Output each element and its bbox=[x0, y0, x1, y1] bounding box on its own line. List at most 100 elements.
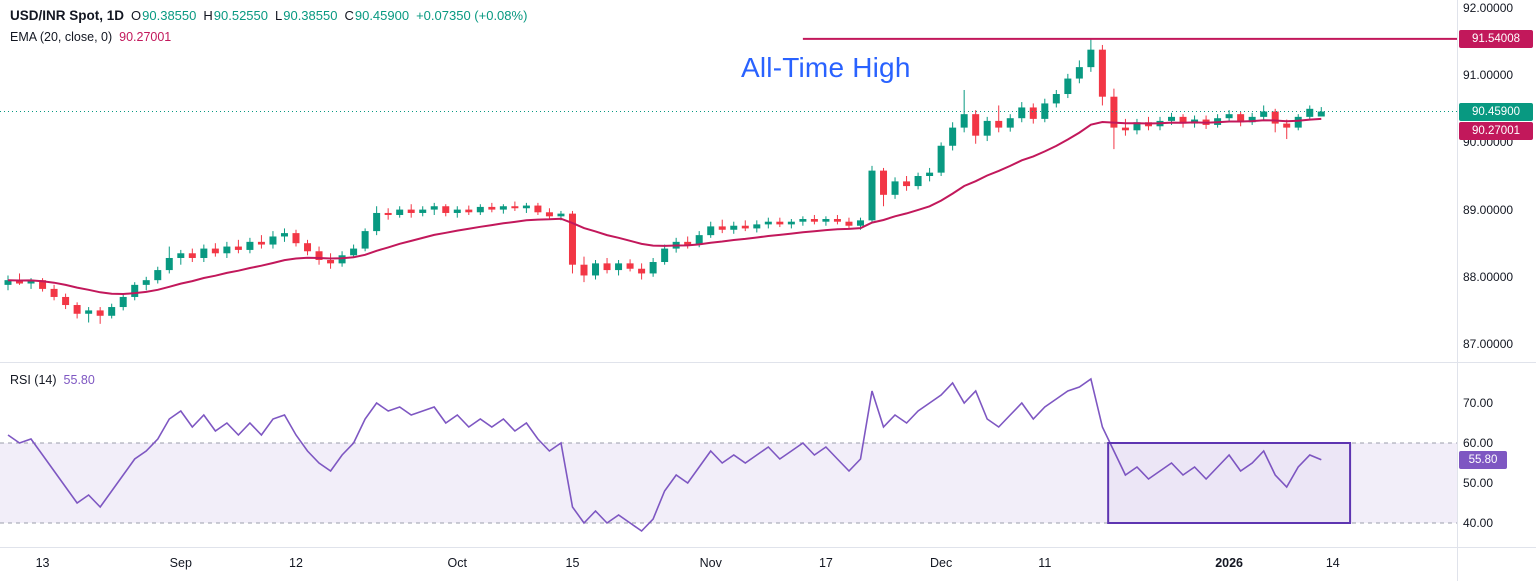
candle-body bbox=[246, 241, 254, 250]
time-tick-label: Nov bbox=[699, 556, 722, 570]
candle-body bbox=[257, 241, 265, 245]
candle-body bbox=[649, 262, 657, 274]
candle-body bbox=[269, 236, 277, 245]
candle-body bbox=[1006, 118, 1014, 128]
axis-tick-label: 88.00000 bbox=[1463, 269, 1514, 284]
candle-body bbox=[188, 253, 196, 258]
close-value: C 90.45900 bbox=[344, 8, 410, 23]
candle-body bbox=[753, 224, 761, 229]
candle-body bbox=[1110, 96, 1118, 128]
time-tick-label: Dec bbox=[929, 556, 953, 570]
candle-body bbox=[73, 305, 81, 314]
high-value: H 90.52550 bbox=[203, 8, 268, 23]
candle-body bbox=[615, 263, 623, 271]
candle-body bbox=[27, 280, 35, 284]
candle-body bbox=[776, 221, 784, 225]
candle-body bbox=[1306, 108, 1314, 117]
ema-legend-row: EMA (20, close, 0) 90.27001 bbox=[10, 30, 527, 44]
candle-body bbox=[914, 176, 922, 187]
all-time-high-annotation[interactable]: All-Time High bbox=[741, 52, 911, 83]
candle-body bbox=[4, 280, 12, 285]
candle-body bbox=[373, 212, 381, 232]
candle-body bbox=[1133, 122, 1141, 131]
candle-body bbox=[476, 206, 484, 213]
candle-body bbox=[1248, 116, 1256, 123]
axis-tick-label: 70.00 bbox=[1463, 396, 1494, 410]
candle-body bbox=[972, 114, 980, 136]
low-value: L 90.38550 bbox=[275, 8, 338, 23]
ema-line bbox=[7, 117, 1322, 296]
candle-body bbox=[292, 233, 300, 244]
candle-body bbox=[684, 241, 692, 245]
open-value: O 90.38550 bbox=[131, 8, 197, 23]
candle-body bbox=[833, 219, 841, 222]
candle-body bbox=[108, 307, 116, 316]
axis-tick-label: 60.00 bbox=[1463, 436, 1494, 450]
candle-body bbox=[810, 219, 818, 222]
candle-body bbox=[1317, 111, 1325, 117]
candle-body bbox=[960, 114, 968, 128]
candle-body bbox=[891, 181, 899, 195]
candle-body bbox=[799, 219, 807, 222]
axis-tick-label: 87.00000 bbox=[1463, 337, 1514, 351]
candle-body bbox=[1121, 127, 1129, 131]
candle-body bbox=[1271, 111, 1279, 124]
candle-body bbox=[580, 264, 588, 276]
time-tick-label: 17 bbox=[818, 556, 833, 570]
candle-body bbox=[280, 233, 288, 237]
candle-body bbox=[488, 206, 496, 210]
candle-body bbox=[1052, 94, 1060, 104]
candle-body bbox=[1075, 67, 1083, 79]
candle-body bbox=[1064, 78, 1072, 95]
candle-body bbox=[764, 221, 772, 225]
ema-current-value: 90.27001 bbox=[119, 30, 172, 44]
candle-body bbox=[868, 170, 876, 221]
axis-tick-label: 91.00000 bbox=[1463, 68, 1514, 83]
axis-tick-label: 50.00 bbox=[1463, 476, 1494, 490]
axis-tick-label: 89.00000 bbox=[1463, 202, 1514, 217]
time-axis[interactable]: 13 Sep 12 Oct 15 Nov 17 Dec 11 2026 14 bbox=[0, 548, 1457, 581]
candle-body bbox=[85, 310, 93, 314]
ohlc-row: USD/INR Spot, 1D O 90.38550 H 90.52550 L 90… bbox=[10, 8, 527, 23]
candle-body bbox=[626, 263, 634, 269]
candle-body bbox=[1029, 107, 1037, 119]
candle-body bbox=[661, 248, 669, 263]
candle-body bbox=[787, 221, 795, 225]
last-price-badge: 90.45900 bbox=[1459, 102, 1533, 121]
candle-body bbox=[315, 251, 323, 260]
candle-body bbox=[419, 209, 427, 213]
time-tick-label: 13 bbox=[35, 556, 50, 570]
candle-body bbox=[557, 213, 565, 217]
candle-body bbox=[1018, 107, 1026, 119]
rsi-value-badge: 55.80 bbox=[1459, 450, 1507, 469]
candle-body bbox=[1294, 116, 1302, 128]
change-value: +0.07350 (+0.08%) bbox=[416, 8, 528, 23]
candle-body bbox=[856, 220, 864, 226]
candle-body bbox=[1179, 116, 1187, 124]
candle-body bbox=[822, 219, 830, 222]
candle-body bbox=[926, 172, 934, 176]
candle-body bbox=[62, 296, 70, 306]
candle-body bbox=[730, 225, 738, 230]
candle-body bbox=[350, 248, 358, 256]
ema-indicator-label[interactable]: EMA (20, close, 0) bbox=[10, 30, 113, 44]
time-tick-label: 11 bbox=[1038, 556, 1052, 570]
candle-body bbox=[304, 243, 312, 252]
candle-body bbox=[603, 263, 611, 271]
candle-body bbox=[903, 181, 911, 187]
time-tick-label: 15 bbox=[565, 556, 580, 570]
candle-body bbox=[119, 296, 127, 308]
price-axis[interactable]: 92.00000 91.00000 90.00000 89.00000 88.00000… bbox=[1457, 0, 1536, 547]
candle-body bbox=[223, 246, 231, 254]
rsi-indicator-label[interactable]: RSI (14) bbox=[10, 373, 57, 387]
candle-body bbox=[211, 248, 219, 254]
candle-body bbox=[545, 212, 553, 217]
candle-body bbox=[534, 205, 542, 213]
candle-body bbox=[592, 263, 600, 276]
rsi-highlight-box[interactable] bbox=[1107, 442, 1352, 524]
symbol-title[interactable]: USD/INR Spot, 1D bbox=[10, 8, 125, 23]
candle-body bbox=[131, 284, 139, 297]
rsi-current-value: 55.80 bbox=[63, 373, 95, 387]
